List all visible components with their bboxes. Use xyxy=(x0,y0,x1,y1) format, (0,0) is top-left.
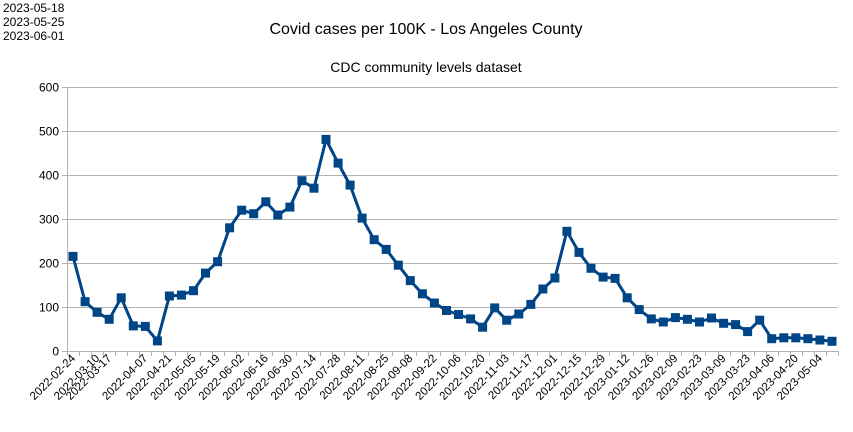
data-point xyxy=(646,314,656,324)
data-point xyxy=(237,205,247,215)
data-point xyxy=(827,336,837,346)
data-point xyxy=(357,213,367,223)
data-point xyxy=(767,334,777,344)
data-point xyxy=(574,247,584,257)
data-point xyxy=(164,291,174,301)
data-point xyxy=(755,315,765,325)
y-tick-label: 200 xyxy=(39,257,59,271)
data-point xyxy=(731,320,741,330)
data-point xyxy=(321,134,331,144)
data-point xyxy=(514,309,524,319)
data-point xyxy=(92,307,102,317)
data-point xyxy=(225,223,235,233)
data-point xyxy=(128,321,138,331)
data-point xyxy=(273,210,283,220)
data-point xyxy=(152,336,162,346)
data-point xyxy=(285,202,295,212)
corner-date: 2023-05-25 xyxy=(3,15,65,29)
data-point xyxy=(261,197,271,207)
data-point xyxy=(526,299,536,309)
data-point xyxy=(429,298,439,308)
axes xyxy=(62,87,839,356)
data-point xyxy=(502,315,512,325)
data-point xyxy=(803,334,813,344)
data-point xyxy=(719,318,729,328)
data-point xyxy=(670,313,680,323)
data-point xyxy=(249,209,259,219)
data-point xyxy=(490,303,500,313)
data-point xyxy=(80,297,90,307)
data-point xyxy=(381,244,391,254)
data-point xyxy=(466,314,476,324)
data-point xyxy=(779,333,789,343)
y-tick-label: 100 xyxy=(39,301,59,315)
corner-date: 2023-06-01 xyxy=(3,29,65,43)
data-point xyxy=(743,327,753,337)
data-point xyxy=(695,317,704,327)
chart-title: Covid cases per 100K - Los Angeles Count… xyxy=(269,21,582,38)
data-point xyxy=(201,268,210,278)
data-point xyxy=(442,306,451,315)
data-point xyxy=(393,260,403,270)
data-point xyxy=(634,305,644,315)
data-point xyxy=(213,257,223,267)
data-point xyxy=(345,180,355,190)
data-point xyxy=(309,183,319,193)
data-point xyxy=(586,263,596,273)
data-point xyxy=(562,226,572,236)
data-point xyxy=(598,272,608,282)
data-point xyxy=(189,286,198,296)
x-tick-labels: 2022-02-242022-03-102022-03-172022-04-07… xyxy=(28,352,825,403)
y-tick-label: 500 xyxy=(39,125,59,139)
data-point xyxy=(478,322,488,332)
y-tick-labels: 0 100 200 300 400 500 600 xyxy=(39,81,59,359)
data-point xyxy=(369,235,379,245)
data-point xyxy=(550,273,560,283)
data-point xyxy=(417,289,427,299)
data-point xyxy=(682,314,692,324)
series-cases xyxy=(68,134,837,346)
chart-subtitle: CDC community levels dataset xyxy=(330,59,522,75)
corner-date: 2023-05-18 xyxy=(3,1,65,15)
y-tick-label: 400 xyxy=(39,169,59,183)
data-point xyxy=(815,335,825,345)
data-point xyxy=(622,293,632,303)
data-point xyxy=(791,333,801,343)
y-tick-label: 600 xyxy=(39,81,59,95)
data-point xyxy=(405,276,415,286)
data-point xyxy=(454,310,463,319)
data-point xyxy=(333,158,343,168)
data-point xyxy=(538,284,548,294)
series-line xyxy=(71,137,833,343)
data-point xyxy=(104,314,114,324)
y-tick-label: 0 xyxy=(52,345,59,359)
data-point xyxy=(610,273,620,283)
data-point xyxy=(116,293,126,303)
y-tick-label: 300 xyxy=(39,213,59,227)
data-point xyxy=(707,313,716,323)
data-point xyxy=(68,251,78,261)
data-point xyxy=(297,176,307,186)
data-point xyxy=(140,321,150,331)
data-point xyxy=(176,290,186,300)
corner-dates: 2023-05-18 2023-05-25 2023-06-01 xyxy=(3,1,64,43)
data-point xyxy=(658,317,668,327)
